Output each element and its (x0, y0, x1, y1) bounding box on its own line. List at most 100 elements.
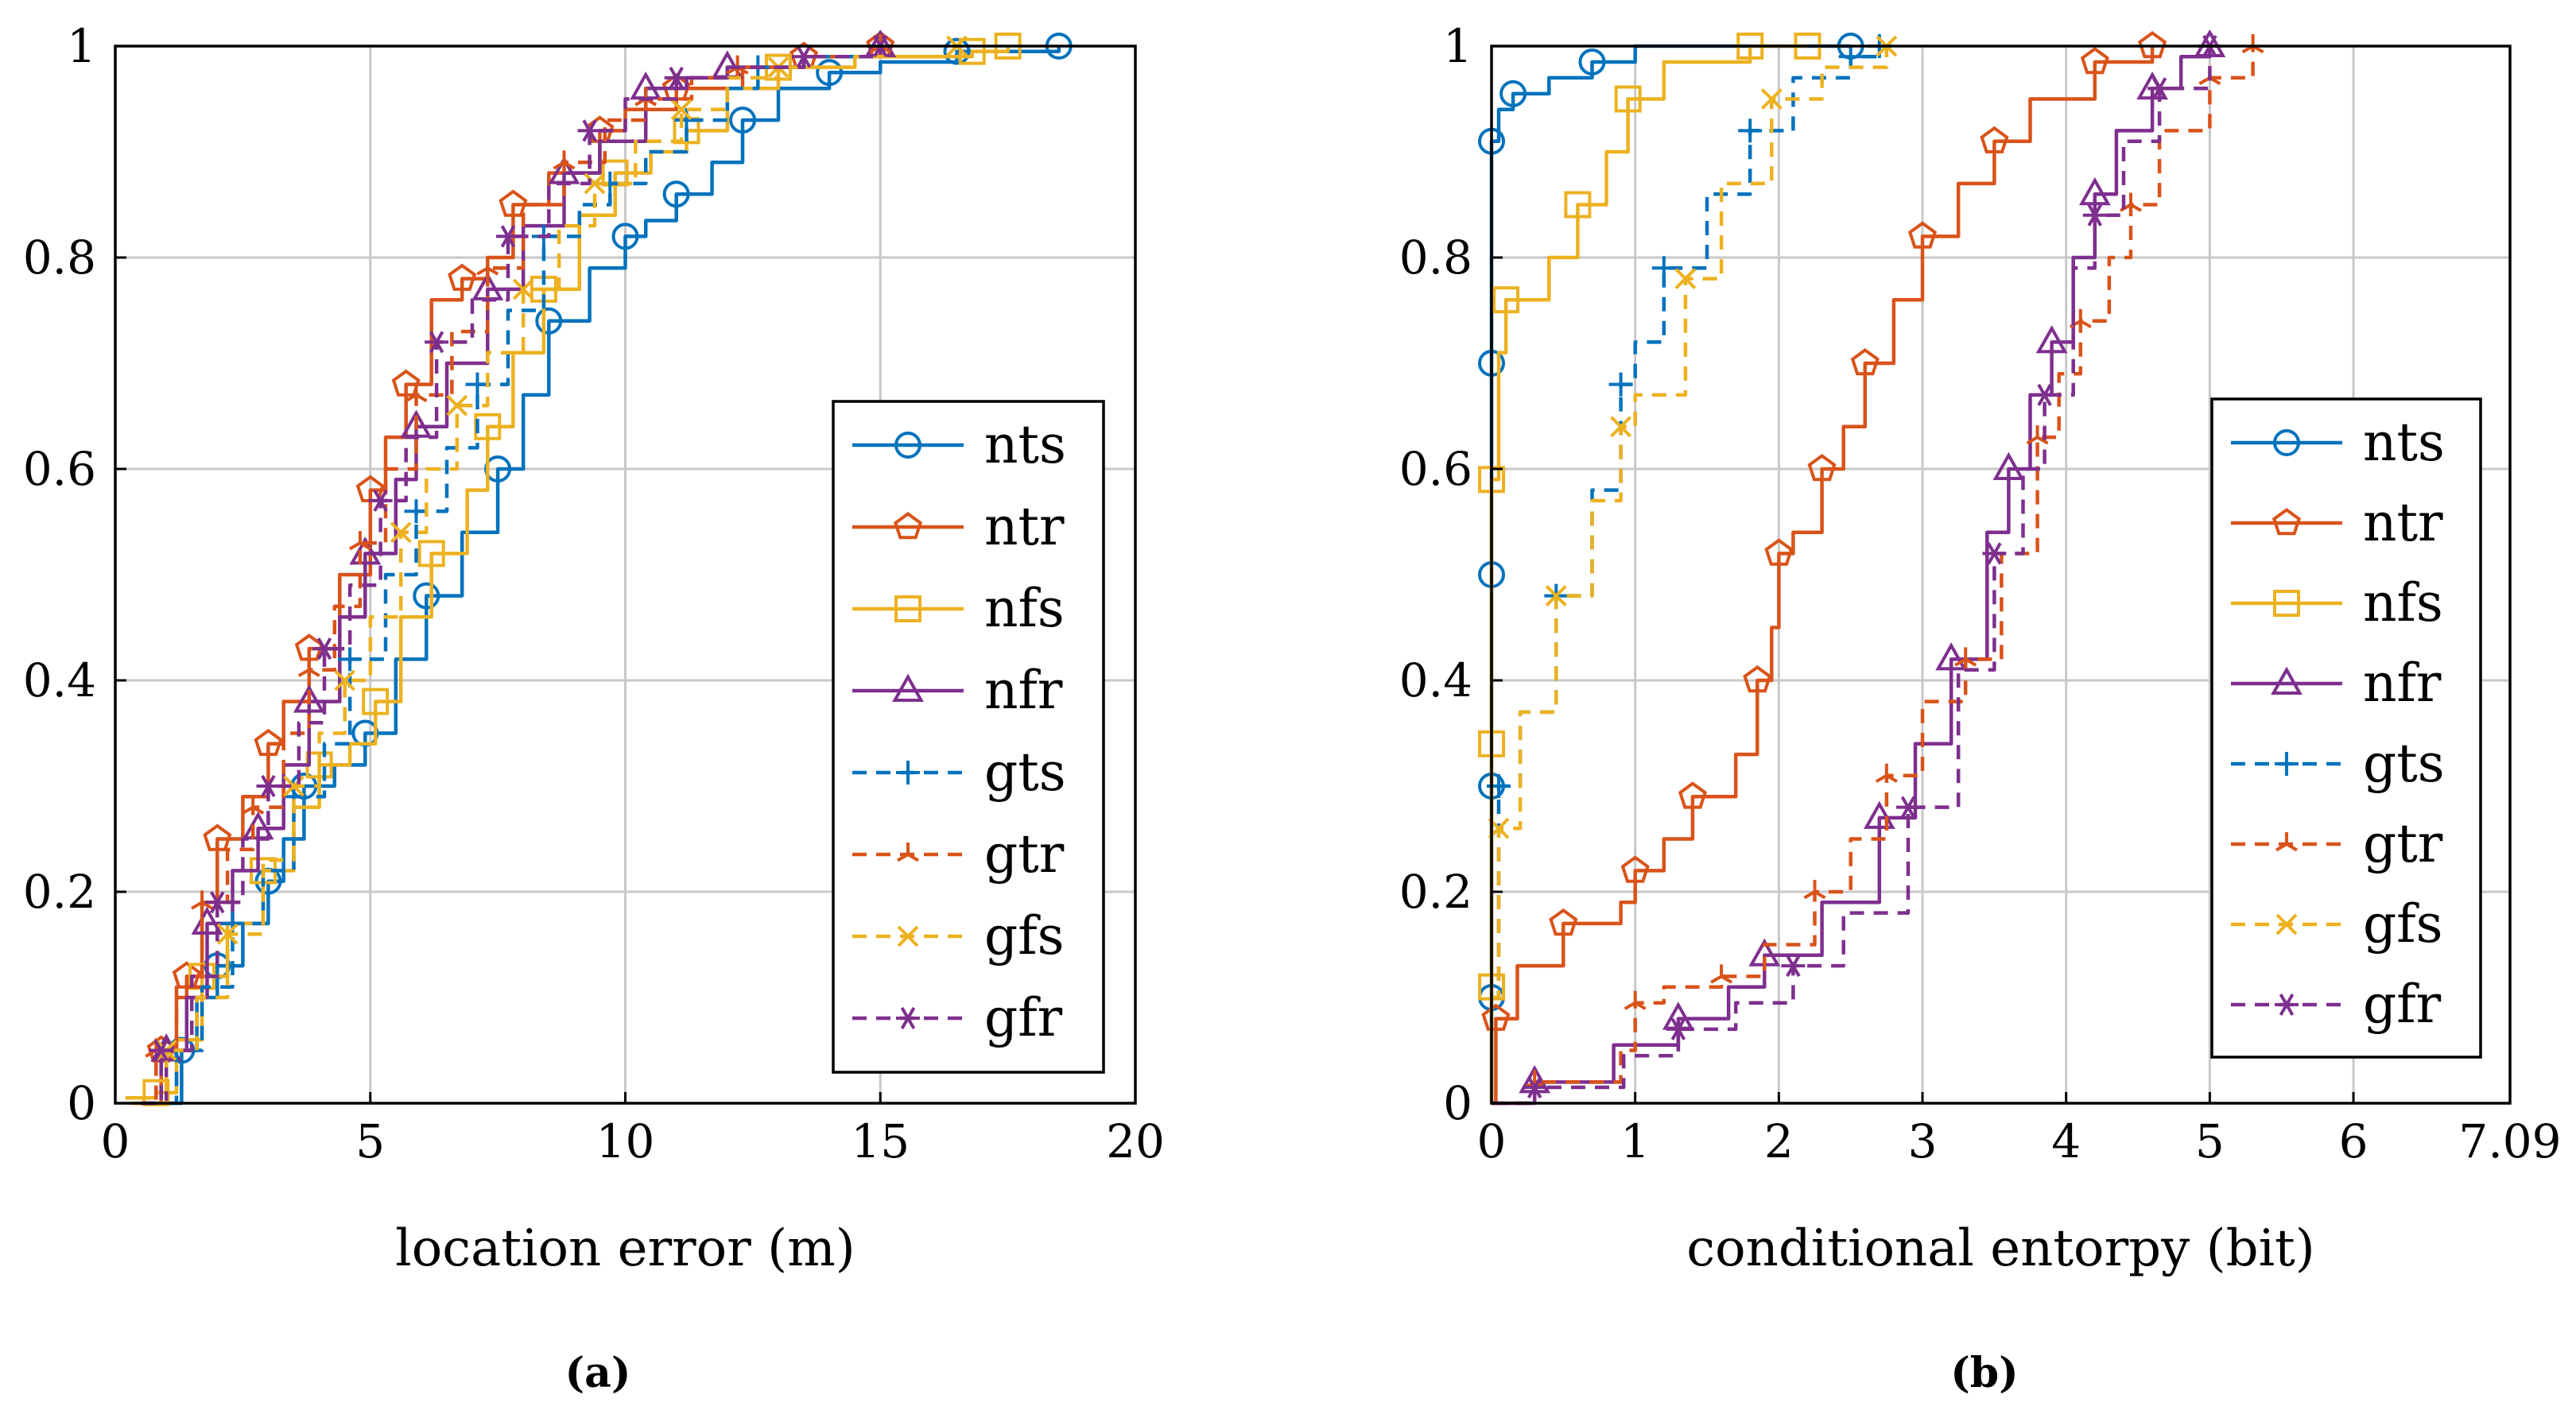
data-point-gfr (1666, 1017, 1690, 1040)
legend-label-gfr: gfr (2363, 974, 2442, 1035)
data-point-ntr (254, 728, 283, 757)
data-point-nfr (1863, 800, 1895, 829)
data-point-gts (338, 647, 363, 672)
data-point-nts (535, 307, 563, 335)
data-point-gfr (2032, 383, 2057, 406)
data-point-ntr (1907, 221, 1938, 249)
legend-marker-nfs (894, 595, 921, 622)
data-point-ntr (391, 369, 421, 397)
axes-frame (1490, 45, 2512, 1105)
data-point-gtr (1710, 964, 1733, 984)
legend-box (2210, 397, 2482, 1059)
legend-label-gts: gts (984, 742, 1066, 803)
data-point-gfs (216, 923, 239, 945)
y-tick-label: 0.8 (23, 231, 96, 285)
data-point-gtr (1624, 990, 1647, 1010)
legend-marker-nts (2273, 429, 2300, 456)
data-point-ntr (1620, 855, 1650, 883)
legend-marker-gtr (2275, 832, 2298, 852)
data-point-gtr (2120, 192, 2143, 212)
data-point-gtr (297, 657, 320, 677)
legend-marker-gts (896, 761, 920, 784)
y-tick-label: 0.2 (23, 865, 96, 919)
x-axis-label: conditional entorpy (bit) (1686, 1219, 2314, 1278)
y-tick-label: 1 (67, 19, 96, 73)
data-point-ntr (1481, 1003, 1511, 1031)
series-line-gfr (1492, 46, 2212, 1106)
data-point-nts (1499, 79, 1527, 107)
legend-label-nfs: nfs (984, 578, 1065, 639)
x-tick-label: 0 (1477, 1114, 1507, 1168)
data-point-gts (1651, 256, 1676, 281)
data-point-gtr (348, 531, 371, 551)
data-point-nfs (417, 540, 445, 568)
data-point-nts (611, 223, 639, 250)
legend: nts ntr nfs nfr gts gtr gfs gfr (2210, 397, 2482, 1059)
legend-marker-nts (894, 432, 921, 459)
data-point-gfr (256, 775, 281, 797)
data-point-nts (943, 37, 971, 65)
y-tick-label: 0.8 (1399, 231, 1472, 285)
legend-marker-ntr (2271, 508, 2302, 536)
x-axis-label: location error (m) (395, 1219, 855, 1278)
data-point-ntr (499, 189, 528, 217)
data-point-gfr (577, 119, 602, 142)
data-point-gtr (2026, 425, 2049, 445)
y-tick-label: 0 (1443, 1076, 1472, 1130)
series-gfs (1488, 35, 1898, 1000)
data-point-nts (662, 180, 690, 208)
legend-label-gtr: gtr (984, 823, 1065, 885)
series-line-gfs (130, 46, 959, 1106)
legend-marker-gtr (897, 843, 919, 862)
x-tick-label: 3 (1908, 1114, 1938, 1168)
x-tick-label: 4 (2051, 1114, 2081, 1168)
chart-panel-b: 0 1 2 3 4 5 6 7.09 0 0.2 0.4 0.6 0.8 1 conditional ent… (1399, 19, 2562, 1397)
data-point-ntr (1807, 454, 1837, 482)
data-point-gfs (446, 394, 468, 416)
data-point-nfs (1614, 85, 1642, 113)
y-tick-label: 0 (67, 1076, 96, 1130)
data-point-nts (816, 59, 844, 87)
panel-caption: (a) (565, 1349, 631, 1397)
series-line-gfs (1492, 46, 1889, 1000)
data-point-gfr (664, 66, 689, 89)
data-point-gfr (1982, 542, 2007, 565)
legend-label-nfr: nfr (2363, 653, 2442, 714)
data-point-gfr (312, 637, 336, 661)
data-point-gts (1738, 118, 1763, 143)
y-tick-label: 1 (1443, 19, 1472, 73)
legend-marker-nfr (2271, 666, 2302, 695)
data-point-gtr (2069, 308, 2092, 329)
x-tick-label: 2 (1764, 1114, 1794, 1168)
data-point-ntr (2080, 47, 2109, 75)
series-ntr (1481, 31, 2167, 1106)
legend-marker-gts (2275, 752, 2299, 776)
data-point-gtr (242, 795, 265, 815)
data-point-gfr (496, 225, 520, 248)
data-point-ntr (1743, 665, 1772, 693)
data-point-gfr (425, 331, 449, 354)
data-point-nfs (1492, 286, 1520, 314)
data-point-nts (1578, 48, 1606, 76)
legend-marker-gfr (896, 1007, 920, 1029)
data-point-gfs (1545, 585, 1567, 607)
legend-marker-gfr (2275, 994, 2299, 1016)
legend-label-ntr: ntr (2363, 492, 2443, 553)
x-tick-label: 20 (1106, 1114, 1165, 1168)
data-point-ntr (1850, 348, 1880, 376)
legend-label-nts: nts (984, 414, 1066, 475)
legend-box (832, 400, 1105, 1074)
legend-label-nfr: nfr (984, 660, 1063, 721)
data-point-ntr (1764, 538, 1794, 566)
data-point-gfs (670, 99, 692, 121)
legend-marker-gfs (897, 925, 919, 947)
x-tick-label: 5 (2195, 1114, 2225, 1168)
data-point-gfs (1674, 268, 1697, 290)
x-tick-label: 6 (2339, 1114, 2368, 1168)
data-point-gfr (205, 891, 230, 914)
series-gfr (141, 35, 893, 1106)
legend-label-ntr: ntr (984, 496, 1065, 557)
data-point-ntr (2138, 31, 2167, 59)
legend-label-gfs: gfs (984, 905, 1065, 967)
